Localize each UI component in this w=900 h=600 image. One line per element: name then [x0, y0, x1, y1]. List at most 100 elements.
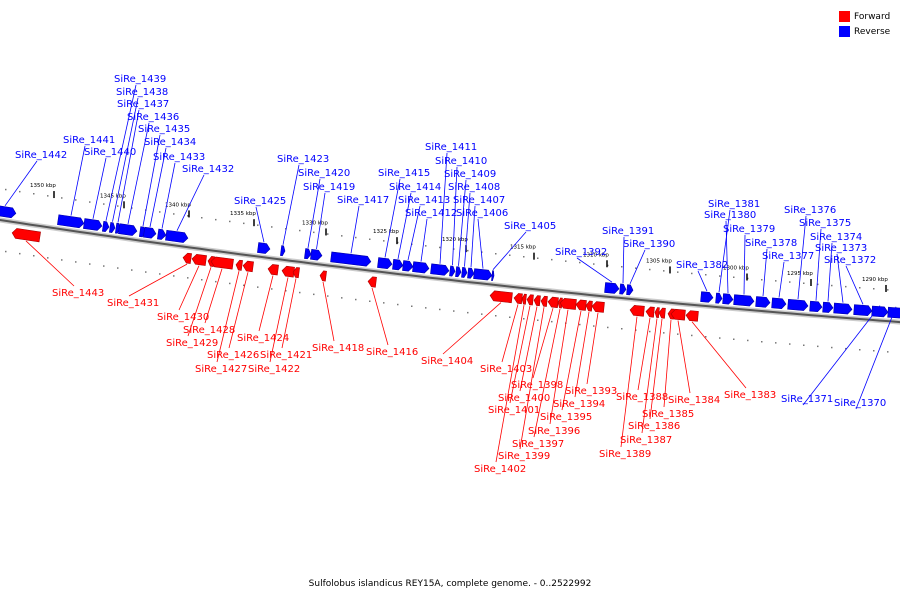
gene-arrow-sire-1403	[513, 293, 523, 305]
gene-label-sire-1384: SiRe_1384	[668, 395, 720, 406]
gene-arrow-sire-1398	[547, 296, 559, 309]
scale-label: 1300 kbp	[723, 266, 749, 272]
gene-leader-sire-1385	[663, 319, 672, 408]
gene-arrow-sire-1383	[685, 310, 699, 322]
gene-leader-sire-1382	[697, 270, 708, 292]
gene-leader-sire-1414	[397, 192, 412, 259]
track-dot	[719, 275, 721, 277]
track-dot	[61, 197, 63, 199]
legend-label-reverse: Reverse	[854, 26, 891, 37]
gene-leader-sire-1400	[519, 306, 538, 392]
gene-label-sire-1393: SiRe_1393	[565, 386, 617, 397]
gene-arrow-sire-1422	[281, 265, 295, 278]
gene-leader-sire-1411	[439, 152, 448, 264]
gene-label-sire-1432: SiRe_1432	[182, 164, 234, 175]
gene-leader-sire-1402	[495, 305, 525, 463]
gene-arrow-sire-1413	[402, 260, 414, 272]
gene-arrow-sire-1390	[626, 284, 634, 296]
track-dot	[677, 271, 679, 273]
track-dot	[383, 240, 385, 242]
gene-leader-sire-1416	[371, 287, 389, 346]
gene-label-sire-1399: SiRe_1399	[498, 451, 550, 462]
gene-arrow-sire-1404	[489, 290, 513, 304]
scale-label: 1310 kbp	[583, 252, 609, 258]
track-dot	[649, 330, 651, 333]
gene-label-sire-1440: SiRe_1440	[84, 147, 136, 158]
legend-label-forward: Forward	[854, 11, 891, 22]
gene-label-sire-1435: SiRe_1435	[138, 124, 190, 135]
track-dot	[817, 283, 819, 286]
gene-leader-sire-1398	[532, 308, 554, 379]
gene-arrow-sire-1436	[118, 223, 138, 236]
track-dot	[187, 277, 189, 279]
gene-arrow-sire-1414	[392, 259, 404, 271]
track-dot	[789, 281, 791, 283]
track-dot	[733, 276, 735, 278]
track-dot	[61, 259, 63, 261]
gene-arrow-sire-1379	[733, 294, 755, 307]
legend-swatch-forward	[839, 11, 850, 22]
track-dot	[845, 347, 847, 350]
gene-label-sire-1388: SiRe_1388	[616, 392, 668, 403]
gene-arrow-sire-1406	[473, 268, 493, 281]
gene-label-sire-1424: SiRe_1424	[237, 333, 289, 344]
track-dot	[397, 303, 399, 306]
gene-leader-sire-1373	[836, 253, 844, 303]
track-dot	[705, 336, 707, 338]
gene-leader-sire-1405	[492, 231, 527, 270]
gene-label-sire-1407: SiRe_1407	[453, 195, 505, 206]
track-dot	[229, 282, 231, 285]
track-dot	[425, 307, 427, 309]
track-dot	[75, 261, 77, 263]
gene-label-sire-1373: SiRe_1373	[815, 243, 867, 254]
gene-label-sire-1372: SiRe_1372	[824, 255, 876, 266]
track-dot	[425, 245, 427, 247]
gene-label-sire-1379: SiRe_1379	[723, 224, 775, 235]
gene-label-sire-1383: SiRe_1383	[724, 390, 776, 401]
gene-label-sire-1423: SiRe_1423	[277, 154, 329, 165]
gene-leader-sire-1376	[797, 215, 807, 300]
gene-arrow-sire-1402	[521, 293, 527, 305]
track-dot	[523, 256, 525, 258]
gene-leader-sire-1424	[258, 275, 274, 332]
track-dot	[159, 211, 161, 213]
genome-backbone	[0, 218, 900, 324]
gene-label-sire-1371: SiRe_1371	[781, 394, 833, 405]
track-dot	[537, 319, 539, 321]
gene-arrow-sire-1393	[591, 301, 605, 313]
gene-leader-sire-1420	[307, 178, 321, 248]
gene-arrow-sire-1431	[182, 252, 192, 264]
track-dot	[299, 291, 301, 294]
track-dot	[271, 226, 273, 228]
scale-label: 1325 kbp	[373, 229, 399, 235]
gene-label-sire-1387: SiRe_1387	[620, 435, 672, 446]
track-dot	[621, 266, 623, 268]
track-dot	[355, 298, 357, 301]
gene-arrow-sire-1375	[809, 300, 823, 313]
gene-arrow-sire-1415	[377, 257, 393, 270]
gene-label-sire-1370: SiRe_1370	[834, 398, 886, 409]
gene-leader-sire-1384	[677, 320, 691, 394]
gene-arrow-sire-1387	[654, 307, 660, 318]
gene-arrow-sire-1373	[833, 302, 853, 315]
track-dot	[131, 207, 133, 209]
track-dot	[341, 297, 343, 299]
gene-label-sire-1391: SiRe_1391	[602, 226, 654, 237]
map-caption: Sulfolobus islandicus REY15A, complete g…	[308, 579, 592, 589]
gene-leader-sire-1375	[815, 228, 822, 301]
scale-label: 1320 kbp	[442, 237, 468, 243]
gene-label-sire-1426: SiRe_1426	[207, 350, 259, 361]
track-dot	[579, 323, 581, 326]
gene-arrow-sire-1399	[540, 295, 548, 307]
track-dot	[677, 333, 679, 335]
track-dot	[523, 318, 525, 320]
gene-leader-sire-1393	[586, 312, 599, 385]
scale-label: 1290 kbp	[862, 277, 888, 283]
gene-arrow-sire-1418	[319, 270, 327, 282]
track-dot	[243, 284, 245, 287]
gene-label-sire-1409: SiRe_1409	[444, 169, 496, 180]
track-dot	[551, 320, 553, 323]
gene-label-sire-1401: SiRe_1401	[488, 405, 540, 416]
scale-track-upper	[5, 188, 889, 291]
